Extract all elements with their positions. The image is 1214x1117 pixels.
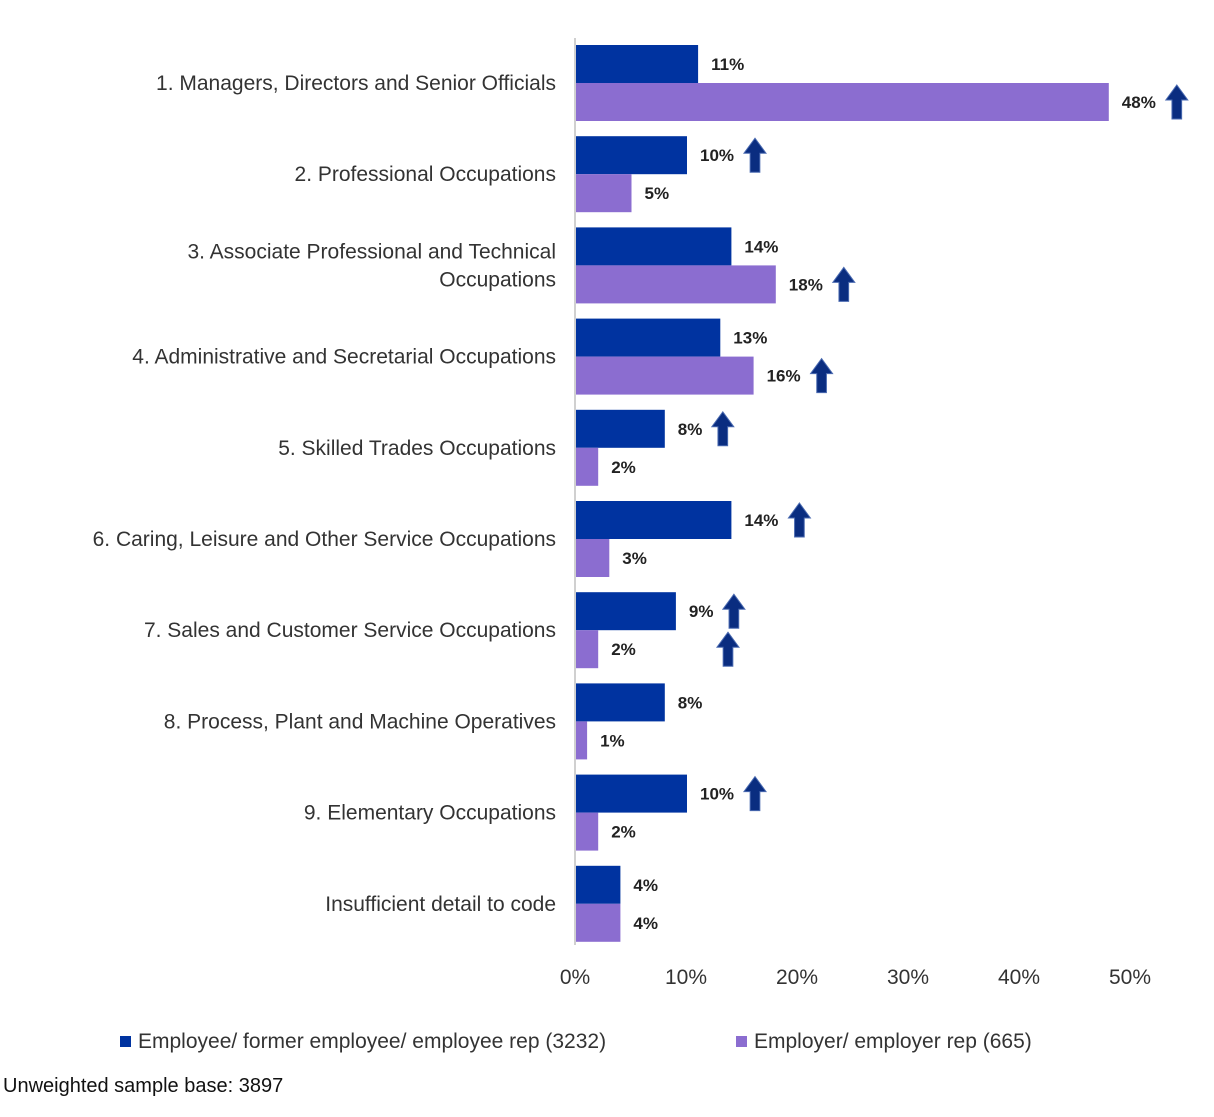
category-group: 3. Associate Professional and Technical O… bbox=[187, 227, 856, 304]
data-label: 4% bbox=[633, 876, 658, 895]
up-arrow-icon bbox=[831, 266, 856, 302]
x-tick-label: 10% bbox=[665, 966, 707, 989]
category-label: 2. Professional Occupations bbox=[295, 163, 556, 186]
employer-bar bbox=[576, 539, 610, 577]
category-label: 4. Administrative and Secretarial Occupa… bbox=[132, 346, 556, 369]
employee-bar bbox=[576, 409, 665, 448]
employee-bar bbox=[576, 318, 721, 357]
category-group: 7. Sales and Customer Service Occupation… bbox=[144, 592, 746, 669]
category-label: Insufficient detail to code bbox=[325, 893, 556, 916]
legend-label: Employer/ employer rep (665) bbox=[754, 1030, 1032, 1053]
footnote: Unweighted sample base: 3897 bbox=[3, 1075, 283, 1097]
employer-bar bbox=[576, 356, 754, 395]
up-arrow-icon bbox=[743, 137, 767, 173]
up-arrow-icon bbox=[721, 593, 746, 629]
legend-item: Employee/ former employee/ employee rep … bbox=[120, 1030, 606, 1053]
x-tick-label: 40% bbox=[998, 966, 1040, 989]
employer-bar bbox=[576, 721, 588, 760]
category-group: 1. Managers, Directors and Senior Offici… bbox=[156, 45, 1189, 121]
category-label: 9. Elementary Occupations bbox=[304, 802, 556, 825]
legend-item: Employer/ employer rep (665) bbox=[736, 1030, 1032, 1053]
employer-bar bbox=[576, 812, 599, 851]
employer-bar bbox=[576, 630, 599, 669]
up-arrow-icon bbox=[787, 502, 812, 538]
data-label: 14% bbox=[744, 511, 778, 530]
employer-bar bbox=[576, 447, 599, 486]
employee-bar bbox=[576, 865, 621, 904]
employer-bar bbox=[576, 903, 621, 942]
category-label: 7. Sales and Customer Service Occupation… bbox=[144, 619, 556, 642]
x-tick-label: 50% bbox=[1109, 966, 1151, 989]
data-label: 3% bbox=[622, 549, 647, 568]
data-label: 8% bbox=[678, 693, 703, 712]
category-label: 8. Process, Plant and Machine Operatives bbox=[164, 710, 556, 733]
data-label: 1% bbox=[600, 731, 625, 750]
up-arrow-icon bbox=[716, 631, 740, 667]
category-group: 5. Skilled Trades Occupations 8% 2% bbox=[278, 409, 735, 486]
data-label: 2% bbox=[611, 823, 636, 842]
category-group: 4. Administrative and Secretarial Occupa… bbox=[132, 318, 834, 395]
category-group: 8. Process, Plant and Machine Operatives… bbox=[164, 683, 703, 760]
x-tick-label: 30% bbox=[887, 966, 929, 989]
data-label: 2% bbox=[611, 640, 636, 659]
employer-bar bbox=[576, 174, 632, 213]
data-label: 14% bbox=[744, 237, 778, 256]
employee-bar bbox=[576, 683, 665, 722]
legend-swatch bbox=[736, 1036, 747, 1047]
employer-bar bbox=[576, 83, 1109, 121]
employer-bar bbox=[576, 265, 776, 304]
x-tick-label: 20% bbox=[776, 966, 818, 989]
category-label: 3. Associate Professional and Technical O… bbox=[187, 240, 556, 291]
employee-bar bbox=[576, 227, 732, 266]
legend-swatch bbox=[120, 1036, 131, 1047]
data-label: 13% bbox=[733, 329, 767, 348]
category-group: 9. Elementary Occupations 10% 2% bbox=[304, 774, 767, 851]
category-group: 2. Professional Occupations 10% 5% bbox=[295, 136, 767, 213]
data-label: 2% bbox=[611, 458, 636, 477]
data-label: 11% bbox=[711, 55, 744, 74]
data-label: 4% bbox=[633, 914, 658, 933]
category-group: 6. Caring, Leisure and Other Service Occ… bbox=[93, 501, 812, 577]
data-label: 10% bbox=[700, 785, 734, 804]
employee-bar bbox=[576, 501, 732, 539]
up-arrow-icon bbox=[710, 410, 735, 447]
data-label: 16% bbox=[767, 367, 801, 386]
employee-bar bbox=[576, 774, 687, 813]
employee-bar bbox=[576, 592, 676, 631]
data-label: 5% bbox=[645, 184, 670, 203]
data-label: 10% bbox=[700, 146, 734, 165]
data-label: 8% bbox=[678, 420, 703, 439]
category-group: Insufficient detail to code 4% 4% bbox=[325, 865, 658, 942]
legend-label: Employee/ former employee/ employee rep … bbox=[138, 1030, 606, 1053]
employee-bar bbox=[576, 45, 699, 83]
category-label: 6. Caring, Leisure and Other Service Occ… bbox=[93, 528, 556, 551]
data-label: 18% bbox=[789, 275, 823, 294]
category-label: 1. Managers, Directors and Senior Offici… bbox=[156, 72, 556, 95]
x-tick-label: 0% bbox=[560, 966, 590, 989]
up-arrow-icon bbox=[809, 357, 834, 394]
data-label: 48% bbox=[1122, 93, 1156, 112]
data-label: 9% bbox=[689, 602, 714, 621]
up-arrow-icon bbox=[743, 775, 767, 812]
up-arrow-icon bbox=[1164, 84, 1189, 120]
employee-bar bbox=[576, 136, 687, 175]
category-label: 5. Skilled Trades Occupations bbox=[278, 437, 556, 460]
